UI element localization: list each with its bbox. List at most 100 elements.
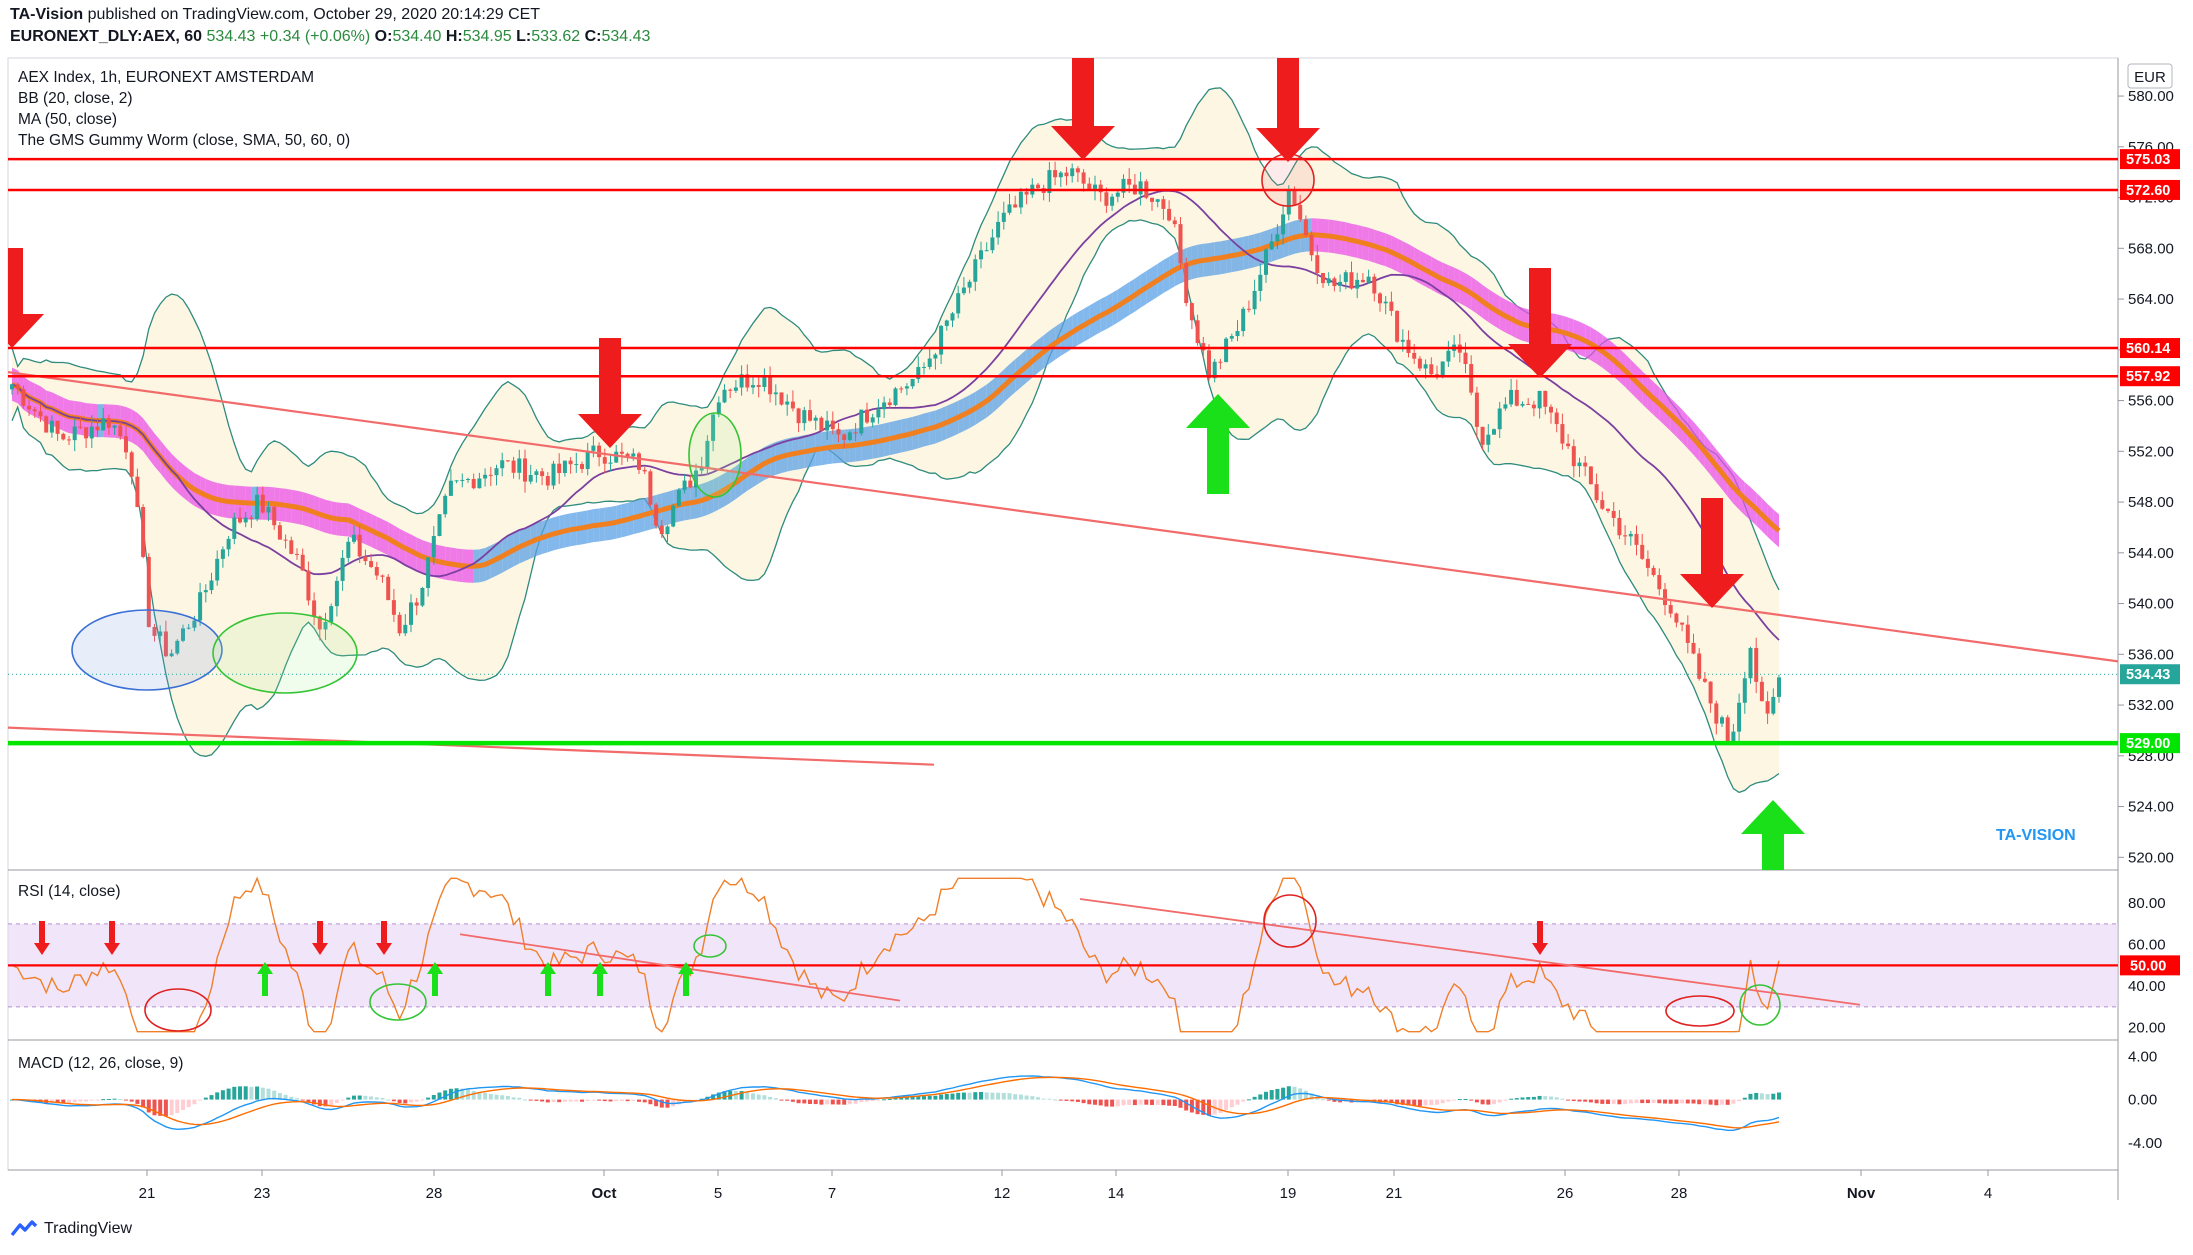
macd-histogram-bar	[996, 1092, 1001, 1100]
currency-badge[interactable]	[2127, 63, 2173, 89]
candle-body	[716, 402, 721, 415]
candle-body	[950, 313, 955, 321]
macd-histogram-bar	[1030, 1096, 1035, 1100]
macd-histogram-bar	[152, 1099, 157, 1116]
macd-histogram-bar	[979, 1091, 983, 1100]
candle-body	[956, 293, 961, 314]
macd-histogram-bar	[944, 1093, 949, 1100]
macd-histogram-bar	[927, 1095, 932, 1100]
macd-histogram-bar	[597, 1099, 602, 1101]
price-tick-label: 540.00	[2128, 596, 2174, 613]
price-tick-label: 548.00	[2128, 494, 2174, 511]
macd-histogram-bar	[614, 1099, 619, 1102]
candle-body	[1406, 339, 1411, 353]
candle-body	[990, 237, 995, 251]
macd-histogram-bar	[1680, 1099, 1685, 1104]
macd-histogram-bar	[1395, 1099, 1400, 1105]
candle-body	[1298, 204, 1303, 220]
macd-histogram-bar	[711, 1094, 716, 1100]
rsi-red-arrow	[104, 921, 120, 955]
annotations	[8, 58, 2118, 870]
time-tick-label: Oct	[591, 1185, 616, 1202]
worm-legend[interactable]: The GMS Gummy Worm (close, SMA, 50, 60, …	[18, 132, 350, 149]
candle-body	[380, 575, 385, 577]
macd-histogram-bar	[1246, 1099, 1251, 1101]
macd-histogram-bar	[1708, 1099, 1713, 1105]
macd-histogram-bar	[1771, 1093, 1776, 1100]
candle-body	[853, 432, 858, 434]
candle-body	[1435, 374, 1439, 376]
low-value: 533.62	[531, 28, 581, 45]
candle-body	[363, 556, 368, 562]
symbol[interactable]: EURONEXT_DLY:AEX, 60	[10, 28, 203, 45]
macd-histogram-bar	[397, 1099, 402, 1103]
candle-body	[1178, 224, 1183, 264]
macd-histogram-bar	[1469, 1099, 1474, 1101]
rsi-annotation-ellipse	[693, 934, 727, 958]
macd-histogram-bar	[329, 1099, 334, 1106]
macd-histogram-bar	[124, 1099, 128, 1101]
candle-body	[1150, 197, 1154, 202]
macd-legend[interactable]: MACD (12, 26, close, 9)	[18, 1055, 183, 1072]
price-tick-label: 552.00	[2128, 443, 2174, 460]
candle-body	[1742, 678, 1747, 703]
main-legend-title[interactable]: AEX Index, 1h, EURONEXT AMSTERDAM	[18, 69, 314, 86]
candle-body	[403, 624, 408, 634]
candle-body	[1224, 338, 1229, 363]
macd-histogram-bar	[1155, 1099, 1160, 1105]
macd-histogram-bar	[1036, 1097, 1040, 1100]
macd-histogram-bar	[289, 1096, 294, 1100]
bb-legend[interactable]: BB (20, close, 2)	[18, 90, 133, 107]
candle-body	[1463, 352, 1468, 365]
candle-body	[420, 587, 425, 606]
price-change: +0.34 (+0.06%)	[259, 28, 371, 45]
macd-histogram-bar	[1600, 1099, 1605, 1104]
macd-histogram-bar	[654, 1099, 659, 1107]
macd-histogram-bar	[847, 1099, 852, 1105]
macd-histogram-bar	[106, 1098, 111, 1100]
candle-body	[312, 600, 317, 617]
macd-histogram-bar	[1543, 1096, 1548, 1100]
tradingview-logo-icon	[10, 1220, 38, 1237]
macd-histogram-bar	[1110, 1099, 1115, 1107]
ma-legend[interactable]: MA (50, close)	[18, 111, 117, 128]
candle-body	[1594, 484, 1599, 501]
macd-histogram-bar	[249, 1086, 254, 1100]
footer-brand[interactable]: TradingView	[44, 1220, 133, 1237]
macd-histogram-bar	[505, 1095, 510, 1100]
candle-body	[517, 458, 522, 473]
macd-histogram-bar	[158, 1099, 163, 1116]
macd-histogram-bar	[1452, 1099, 1457, 1101]
macd-histogram-bar	[232, 1086, 237, 1100]
macd-histogram-bar	[141, 1099, 146, 1108]
macd-histogram-bar	[477, 1091, 482, 1100]
candle-body	[865, 409, 869, 423]
candle-body	[1412, 352, 1417, 359]
candle-body	[1446, 350, 1451, 362]
macd-histogram-bar	[340, 1099, 345, 1101]
macd-histogram-bar	[1720, 1099, 1724, 1105]
candle-body	[112, 425, 117, 428]
candle-body	[1674, 613, 1679, 623]
macd-histogram-bar	[1623, 1099, 1628, 1105]
candle-body	[1001, 212, 1006, 222]
publisher-name[interactable]: TA-Vision	[10, 6, 84, 23]
macd-histogram-bar	[745, 1092, 750, 1100]
candle-body	[1417, 358, 1422, 369]
macd-histogram-bar	[1127, 1099, 1132, 1105]
macd-histogram-bar	[876, 1099, 881, 1101]
macd-histogram-bar	[648, 1099, 653, 1105]
macd-histogram-bar	[277, 1092, 282, 1100]
rsi-red-arrow	[34, 921, 50, 955]
candle-body	[1543, 390, 1548, 407]
rsi-legend[interactable]: RSI (14, close)	[18, 883, 121, 900]
candle-body	[1024, 191, 1029, 195]
candle-body	[1588, 466, 1593, 485]
candle-body	[1554, 412, 1559, 425]
macd-histogram-bar	[756, 1094, 761, 1100]
macd-histogram-bar	[1583, 1099, 1588, 1102]
rsi-level-badge	[2120, 955, 2180, 976]
annotation-ellipse	[71, 609, 223, 691]
candle-body	[1115, 192, 1120, 197]
